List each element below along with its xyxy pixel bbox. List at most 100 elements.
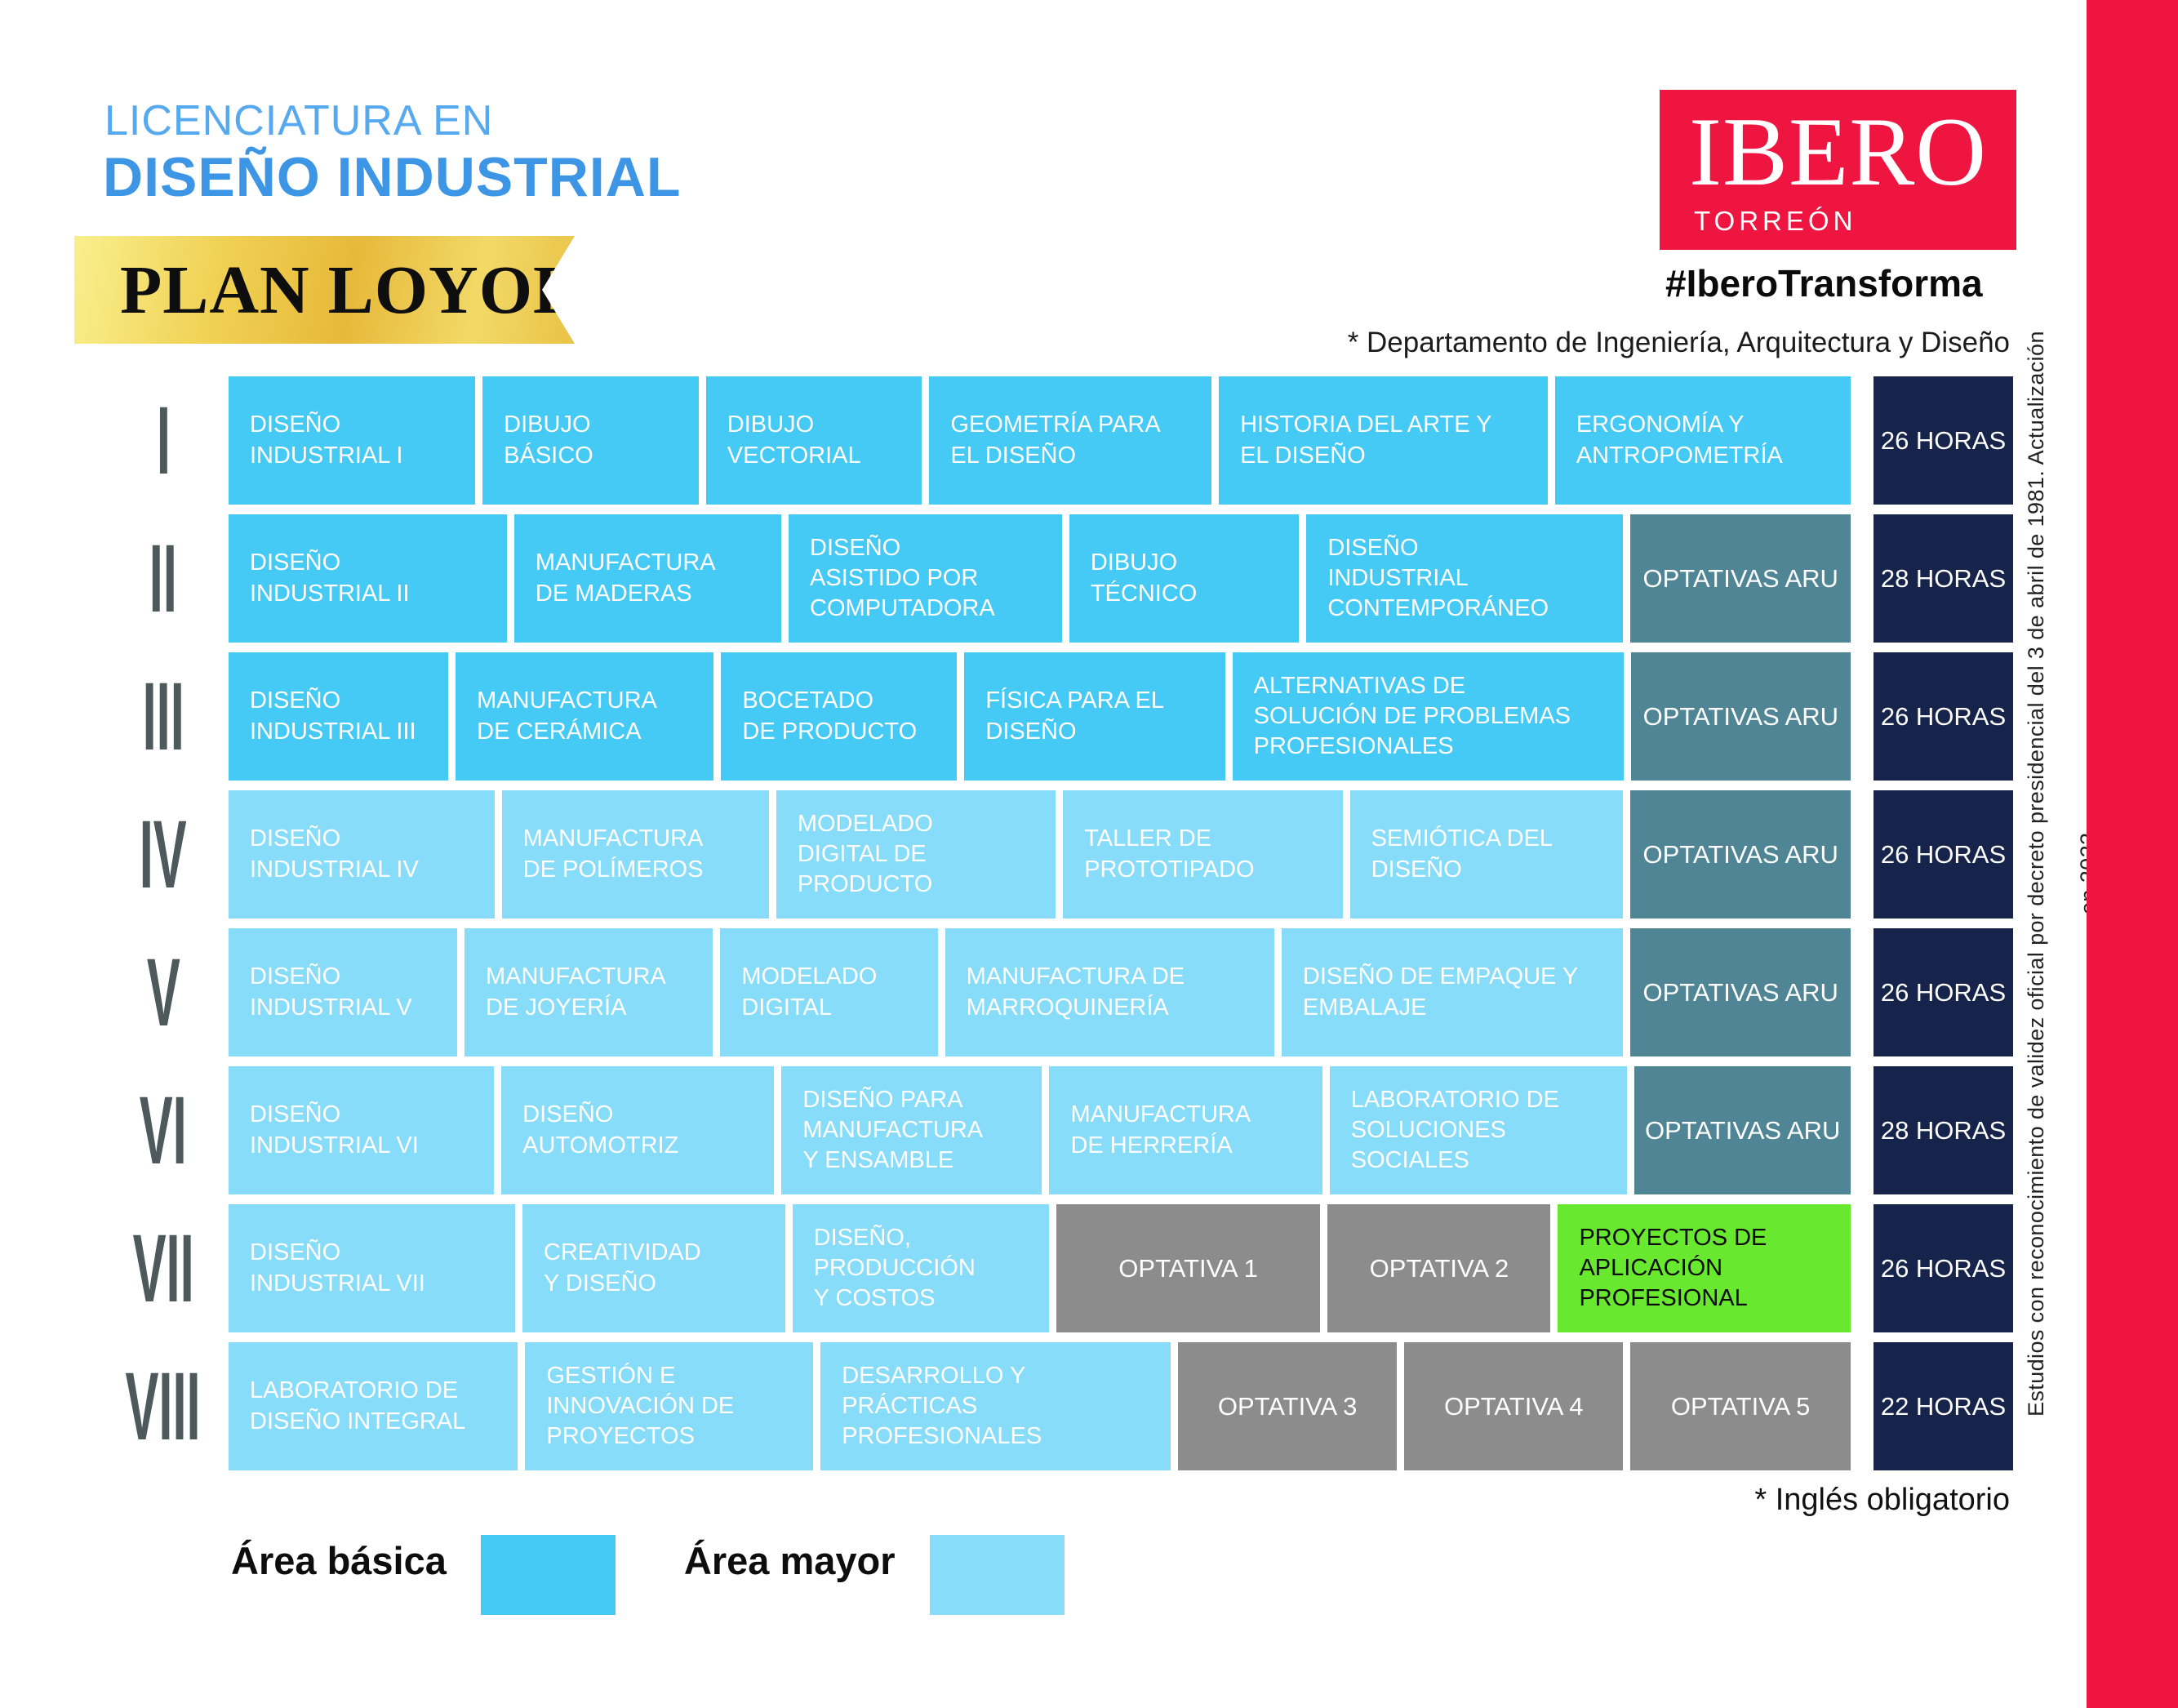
semester-numeral: III (142, 662, 184, 771)
degree-title-line2: DISEÑO INDUSTRIAL (103, 146, 682, 208)
semester-row: III DISEÑO INDUSTRIAL III MANUFACTURA DE C… (98, 652, 2013, 781)
logo-wordmark: IBERO (1689, 97, 1987, 206)
optativa-block: OPTATIVA 4 (1404, 1342, 1624, 1470)
legend-swatch (929, 1535, 1065, 1615)
course-block: MODELADO DIGITAL DE PRODUCTO (776, 790, 1056, 918)
optativa-block: OPTATIVA 3 (1178, 1342, 1398, 1470)
hashtag: #IberoTransforma (1665, 262, 1983, 305)
semester-courses: DISEÑO INDUSTRIAL II MANUFACTURA DE MADER… (229, 514, 1851, 643)
accreditation-note: Estudios con reconocimiento de validez o… (2024, 331, 2100, 1417)
optativa-block: OPTATIVA 1 (1056, 1204, 1321, 1332)
course-block: MANUFACTURA DE JOYERÍA (464, 928, 713, 1056)
degree-title-line1: LICENCIATURA EN (104, 97, 494, 145)
course-block: DIBUJO TÉCNICO (1069, 514, 1300, 643)
legend-label: Área mayor (683, 1539, 896, 1582)
legend: Área básica Área mayor (231, 1535, 1133, 1615)
optativa-block: OPTATIVA 2 (1327, 1204, 1551, 1332)
course-block: DISEÑO INDUSTRIAL VII (229, 1204, 515, 1332)
course-block: DISEÑO AUTOMOTRIZ (501, 1066, 775, 1194)
course-block: LABORATORIO DE SOLUCIONES SOCIALES (1329, 1066, 1628, 1194)
course-block: MANUFACTURA DE MARROQUINERÍA (945, 928, 1274, 1056)
semester-courses: DISEÑO INDUSTRIAL IV MANUFACTURA DE POLÍM… (229, 790, 1851, 918)
hours-badge: 28 HORAS (1874, 514, 2013, 643)
semester-courses: LABORATORIO DE DISEÑO INTEGRAL GESTIÓN E … (229, 1342, 1851, 1470)
semester-row: V DISEÑO INDUSTRIAL V MANUFACTURA DE JOYER… (98, 928, 2013, 1056)
course-block: CREATIVIDAD Y DISEÑO (522, 1204, 785, 1332)
semester-numeral-cell: VII (98, 1204, 229, 1332)
semester-numeral-cell: I (98, 376, 229, 505)
semester-numeral: VII (132, 1214, 194, 1323)
semester-numeral: VIII (125, 1352, 202, 1461)
course-block: DISEÑO, PRODUCCIÓN Y COSTOS (792, 1204, 1049, 1332)
course-block: GEOMETRÍA PARA EL DISEÑO (929, 376, 1212, 505)
semester-numeral: IV (140, 800, 187, 909)
optativas-aru-block: OPTATIVAS ARU (1630, 652, 1851, 781)
semester-row: VIII LABORATORIO DE DISEÑO INTEGRAL GESTIÓ… (98, 1342, 2013, 1470)
semester-numeral: I (156, 386, 171, 495)
course-block: DISEÑO INDUSTRIAL III (229, 652, 449, 781)
legend-item: Área mayor (684, 1535, 1065, 1615)
semester-numeral-cell: VI (98, 1066, 229, 1194)
optativas-aru-block: OPTATIVAS ARU (1630, 790, 1851, 918)
course-block: LABORATORIO DE DISEÑO INTEGRAL (229, 1342, 518, 1470)
semester-numeral-cell: III (98, 652, 229, 781)
course-block: MANUFACTURA DE POLÍMEROS (501, 790, 769, 918)
course-block: DISEÑO INDUSTRIAL VI (229, 1066, 495, 1194)
semester-numeral: VI (140, 1076, 187, 1185)
legend-label: Área básica (231, 1539, 447, 1582)
course-block: MODELADO DIGITAL (720, 928, 938, 1056)
pap-block: PROYECTOS DE APLICACIÓN PROFESIONAL (1558, 1204, 1851, 1332)
semester-row: I DISEÑO INDUSTRIAL I DIBUJO BÁSICO DIBUJO … (98, 376, 2013, 505)
course-block: DISEÑO PARA MANUFACTURA Y ENSAMBLE (781, 1066, 1042, 1194)
course-block: GESTIÓN E INNOVACIÓN DE PROYECTOS (525, 1342, 814, 1470)
semester-courses: DISEÑO INDUSTRIAL VI DISEÑO AUTOMOTRIZ DIS… (229, 1066, 1851, 1194)
semester-numeral-cell: VIII (98, 1342, 229, 1470)
department-note: * Departamento de Ingeniería, Arquitectu… (1347, 327, 2010, 358)
hours-badge: 28 HORAS (1874, 1066, 2013, 1194)
hours-badge: 26 HORAS (1874, 1204, 2013, 1332)
hours-badge: 22 HORAS (1874, 1342, 2013, 1470)
logo-campus: TORREÓN (1694, 206, 1857, 236)
semester-numeral: II (149, 524, 178, 633)
semester-numeral-cell: V (98, 928, 229, 1056)
course-block: HISTORIA DEL ARTE Y EL DISEÑO (1219, 376, 1548, 505)
legend-swatch (480, 1535, 616, 1615)
hours-badge: 26 HORAS (1874, 928, 2013, 1056)
course-block: FÍSICA PARA EL DISEÑO (964, 652, 1225, 781)
course-block: DIBUJO VECTORIAL (705, 376, 922, 505)
optativas-aru-block: OPTATIVAS ARU (1630, 514, 1851, 643)
hours-badge: 26 HORAS (1874, 652, 2013, 781)
legend-item: Área básica (231, 1535, 616, 1615)
course-block: ALTERNATIVAS DE SOLUCIÓN DE PROBLEMAS PR… (1232, 652, 1624, 781)
course-block: BOCETADO DE PRODUCTO (721, 652, 958, 781)
semester-numeral: V (146, 938, 180, 1047)
semester-courses: DISEÑO INDUSTRIAL III MANUFACTURA DE CERÁ… (229, 652, 1851, 781)
semester-numeral-cell: II (98, 514, 229, 643)
course-block: SEMIÓTICA DEL DISEÑO (1349, 790, 1624, 918)
course-block: MANUFACTURA DE MADERAS (513, 514, 782, 643)
course-block: MANUFACTURA DE CERÁMICA (456, 652, 714, 781)
semester-row: VI DISEÑO INDUSTRIAL VI DISEÑO AUTOMOTRIZ D… (98, 1066, 2013, 1194)
optativas-aru-block: OPTATIVAS ARU (1630, 928, 1851, 1056)
optativas-aru-block: OPTATIVAS ARU (1634, 1066, 1851, 1194)
hours-badge: 26 HORAS (1874, 376, 2013, 505)
plan-loyola-banner: PLAN LOYOLA (74, 236, 575, 344)
red-accent-bar (2087, 0, 2178, 1708)
plan-banner-label: PLAN LOYOLA (120, 251, 630, 328)
optativa-block: OPTATIVA 5 (1630, 1342, 1851, 1470)
semester-row: II DISEÑO INDUSTRIAL II MANUFACTURA DE MAD… (98, 514, 2013, 643)
course-block: DIBUJO BÁSICO (482, 376, 699, 505)
semester-courses: DISEÑO INDUSTRIAL V MANUFACTURA DE JOYERÍ… (229, 928, 1851, 1056)
course-block: DISEÑO INDUSTRIAL V (229, 928, 457, 1056)
curriculum-grid: I DISEÑO INDUSTRIAL I DIBUJO BÁSICO DIBUJO … (98, 376, 2013, 1480)
course-block: TALLER DE PROTOTIPADO (1063, 790, 1343, 918)
course-block: DISEÑO DE EMPAQUE Y EMBALAJE (1281, 928, 1624, 1056)
hours-badge: 26 HORAS (1874, 790, 2013, 918)
course-block: DISEÑO INDUSTRIAL IV (229, 790, 495, 918)
course-block: ERGONOMÍA Y ANTROPOMETRÍA (1554, 376, 1851, 505)
ibero-logo: IBERO TORREÓN (1660, 90, 2016, 250)
course-block: DISEÑO INDUSTRIAL II (229, 514, 507, 643)
semester-row: VII DISEÑO INDUSTRIAL VII CREATIVIDAD Y DI… (98, 1204, 2013, 1332)
course-block: MANUFACTURA DE HERRERÍA (1049, 1066, 1322, 1194)
